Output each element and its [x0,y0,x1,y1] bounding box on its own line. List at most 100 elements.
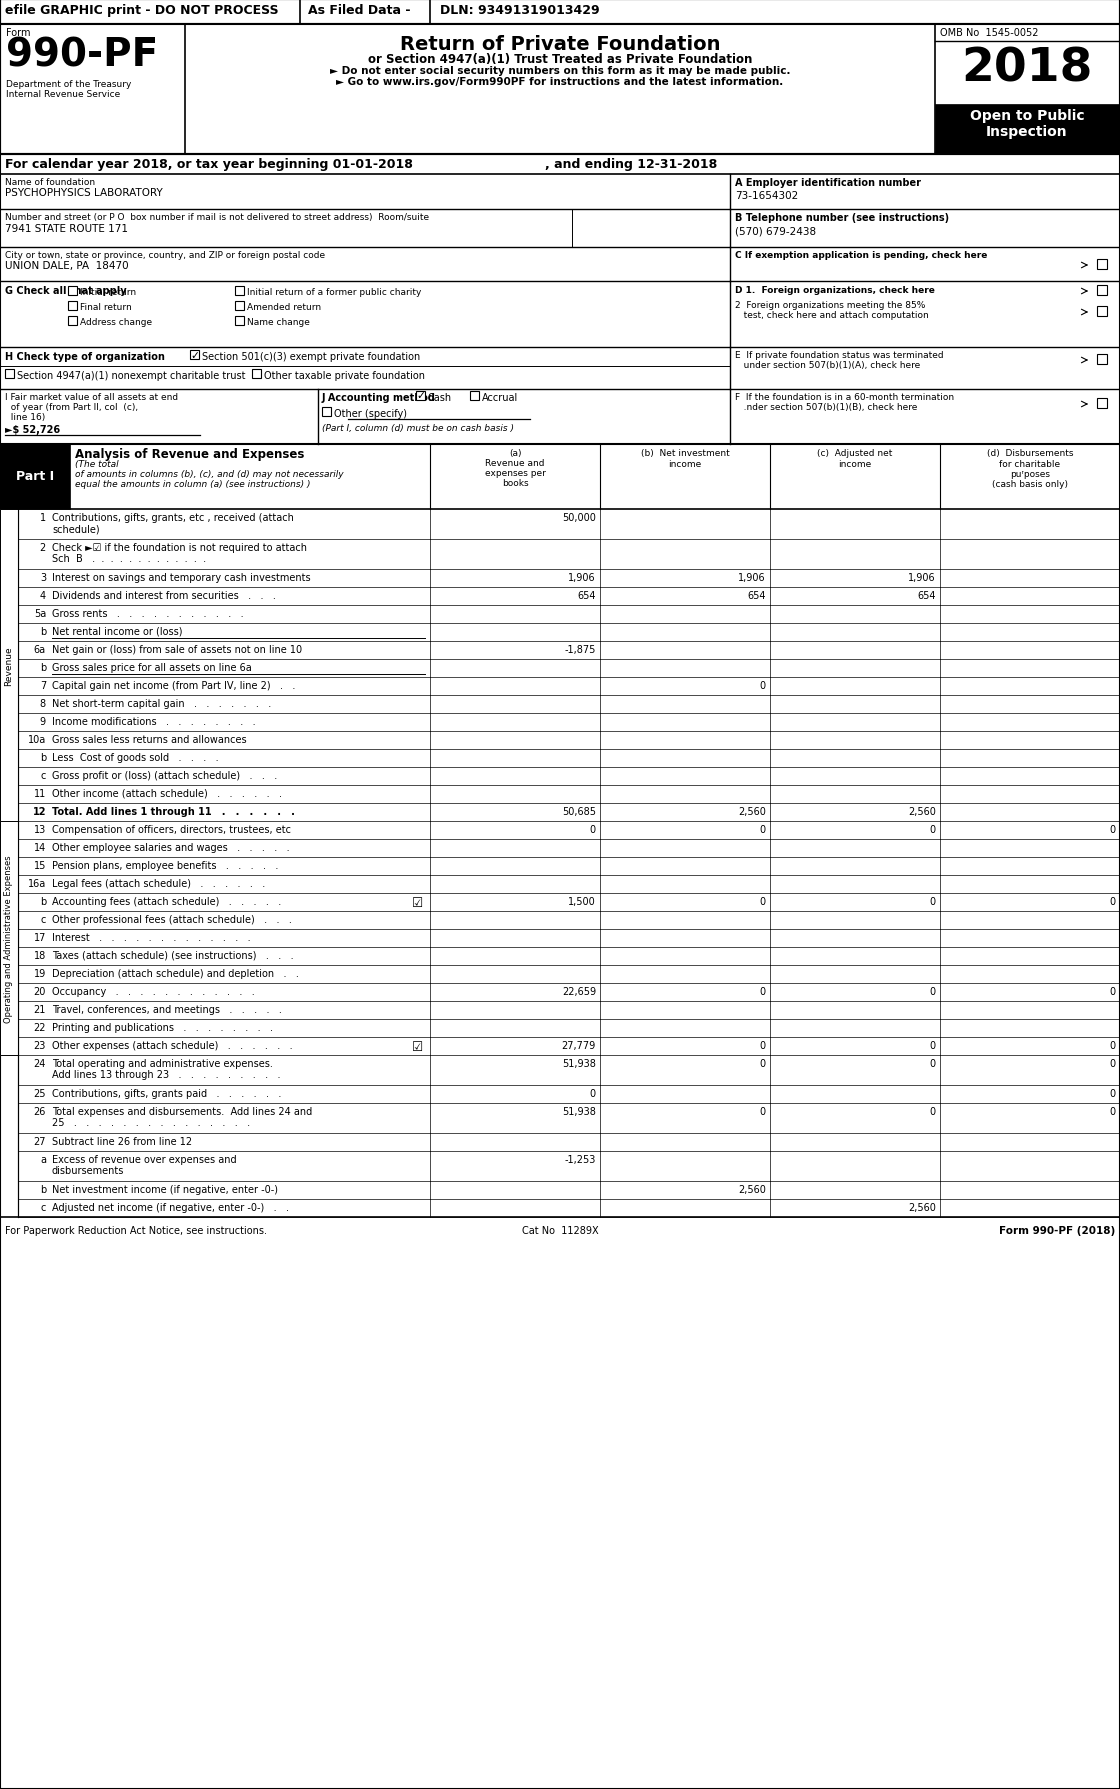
Text: 50,000: 50,000 [562,513,596,522]
Text: 1,500: 1,500 [568,896,596,907]
Text: income: income [839,460,871,469]
Text: 0: 0 [930,1059,936,1068]
Text: B Telephone number (see instructions): B Telephone number (see instructions) [735,213,949,224]
Text: Interest   .   .   .   .   .   .   .   .   .   .   .   .   .: Interest . . . . . . . . . . . . . [52,932,251,943]
Text: 0: 0 [1110,825,1116,834]
Text: Cash: Cash [428,394,452,403]
Text: Revenue and: Revenue and [485,458,544,467]
Text: or Section 4947(a)(1) Trust Treated as Private Foundation: or Section 4947(a)(1) Trust Treated as P… [367,54,753,66]
Text: Income modifications   .   .   .   .   .   .   .   .: Income modifications . . . . . . . . [52,717,255,726]
Text: Legal fees (attach schedule)   .   .   .   .   .   .: Legal fees (attach schedule) . . . . . . [52,878,265,889]
Text: For Paperwork Reduction Act Notice, see instructions.: For Paperwork Reduction Act Notice, see … [4,1225,267,1236]
Text: 8: 8 [40,699,46,708]
Text: 0: 0 [1110,1059,1116,1068]
Text: Analysis of Revenue and Expenses: Analysis of Revenue and Expenses [75,447,305,462]
Text: 0: 0 [1110,1088,1116,1098]
Text: City or town, state or province, country, and ZIP or foreign postal code: City or town, state or province, country… [4,250,325,259]
Text: 22,659: 22,659 [562,986,596,996]
Text: of amounts in columns (b), (c), and (d) may not necessarily: of amounts in columns (b), (c), and (d) … [75,471,344,479]
Text: 24: 24 [34,1059,46,1068]
Text: H Check type of organization: H Check type of organization [4,352,165,361]
Text: 51,938: 51,938 [562,1059,596,1068]
Text: Form 990-PF (2018): Form 990-PF (2018) [999,1225,1116,1236]
Text: I Fair market value of all assets at end: I Fair market value of all assets at end [4,394,178,403]
Text: Section 4947(a)(1) nonexempt charitable trust: Section 4947(a)(1) nonexempt charitable … [17,370,245,381]
Text: Depreciation (attach schedule) and depletion   .   .: Depreciation (attach schedule) and deple… [52,968,299,979]
Text: Revenue: Revenue [4,646,13,685]
Text: 27: 27 [34,1136,46,1147]
Text: ✓: ✓ [190,351,199,360]
Bar [0,821,18,1056]
Text: 23: 23 [34,1041,46,1050]
Text: 0: 0 [1110,1041,1116,1050]
Text: 4: 4 [40,590,46,601]
Text: 0: 0 [930,896,936,907]
Text: 2: 2 [39,542,46,553]
Text: 654: 654 [917,590,936,601]
Text: 18: 18 [34,950,46,961]
Bar [323,408,332,417]
Text: -1,253: -1,253 [564,1154,596,1165]
Text: 25   .   .   .   .   .   .   .   .   .   .   .   .   .   .   .: 25 . . . . . . . . . . . . . . . [52,1118,250,1127]
Bar [252,370,261,379]
Text: , and ending 12-31-2018: , and ending 12-31-2018 [545,157,717,172]
Text: Compensation of officers, directors, trustees, etc: Compensation of officers, directors, tru… [52,825,291,834]
Bar [190,351,199,360]
Text: D 1.  Foreign organizations, check here: D 1. Foreign organizations, check here [735,286,935,295]
Text: Less  Cost of goods sold   .   .   .   .: Less Cost of goods sold . . . . [52,753,218,762]
Text: b: b [39,1184,46,1195]
Text: 22: 22 [34,1023,46,1032]
Bar [416,392,424,401]
Text: (Part I, column (d) must be on cash basis ): (Part I, column (d) must be on cash basi… [323,424,514,433]
Text: 0: 0 [1110,896,1116,907]
Text: schedule): schedule) [52,524,100,533]
Text: Address change: Address change [80,318,152,327]
Text: 5a: 5a [34,608,46,619]
Text: 1,906: 1,906 [738,572,766,583]
Text: Part I: Part I [16,471,54,483]
Text: 51,938: 51,938 [562,1106,596,1116]
Text: 654: 654 [578,590,596,601]
Bar [1096,286,1107,295]
Text: Dividends and interest from securities   .   .   .: Dividends and interest from securities .… [52,590,276,601]
Text: Net short-term capital gain   .   .   .   .   .   .   .: Net short-term capital gain . . . . . . … [52,699,271,708]
Text: 0: 0 [1110,1106,1116,1116]
Text: Return of Private Foundation: Return of Private Foundation [400,36,720,54]
Bar [0,25,1120,156]
Text: Interest on savings and temporary cash investments: Interest on savings and temporary cash i… [52,572,310,583]
Text: 1,906: 1,906 [908,572,936,583]
Text: Open to Public
Inspection: Open to Public Inspection [970,109,1084,140]
Text: disbursements: disbursements [52,1165,124,1175]
Text: Other taxable private foundation: Other taxable private foundation [264,370,424,381]
Text: Operating and Administrative Expenses: Operating and Administrative Expenses [4,855,13,1022]
Text: 0: 0 [1110,986,1116,996]
Text: income: income [669,460,701,469]
Text: (a): (a) [508,449,521,458]
Text: Add lines 13 through 23   .   .   .   .   .   .   .   .   .: Add lines 13 through 23 . . . . . . . . … [52,1070,280,1079]
Text: b: b [39,896,46,907]
Text: (b)  Net investment: (b) Net investment [641,449,729,458]
Text: Occupancy   .   .   .   .   .   .   .   .   .   .   .   .: Occupancy . . . . . . . . . . . . [52,986,254,996]
Text: 0: 0 [930,1041,936,1050]
Text: Other (specify): Other (specify) [334,408,407,419]
Text: 11: 11 [34,789,46,798]
Text: Net rental income or (loss): Net rental income or (loss) [52,626,183,637]
Text: Other income (attach schedule)   .   .   .   .   .   .: Other income (attach schedule) . . . . .… [52,789,282,798]
Text: 0: 0 [930,986,936,996]
Text: a: a [40,1154,46,1165]
Text: G Check all that apply: G Check all that apply [4,286,127,295]
Text: 0: 0 [759,825,766,834]
Text: E  If private foundation status was terminated: E If private foundation status was termi… [735,351,944,360]
Text: 0: 0 [590,825,596,834]
Text: ☑: ☑ [412,1041,423,1054]
Text: Contributions, gifts, grants, etc , received (attach: Contributions, gifts, grants, etc , rece… [52,513,293,522]
Text: .nder section 507(b)(1)(B), check here: .nder section 507(b)(1)(B), check here [735,403,917,411]
Text: 27,779: 27,779 [562,1041,596,1050]
Bar [935,106,1120,156]
Text: c: c [40,914,46,925]
Text: Initial return: Initial return [80,288,137,297]
Bar [0,0,1120,25]
Text: Excess of revenue over expenses and: Excess of revenue over expenses and [52,1154,236,1165]
Text: 7: 7 [39,680,46,691]
Text: Internal Revenue Service: Internal Revenue Service [6,89,120,98]
